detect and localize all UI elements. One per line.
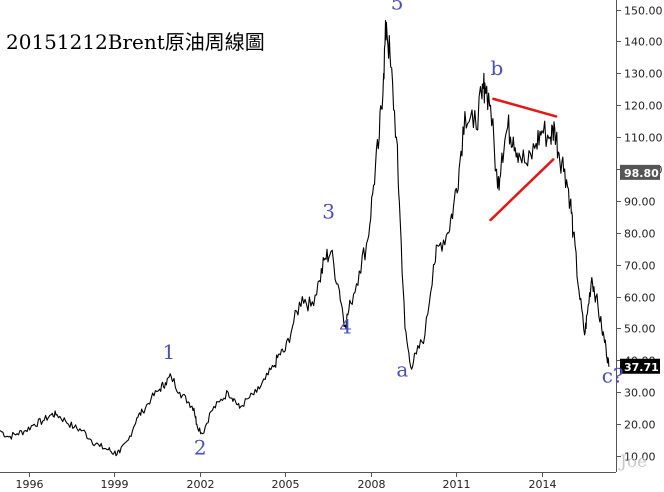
trend-line [489, 158, 555, 222]
wave-label: 5 [391, 0, 404, 15]
x-tick-label: 2014 [529, 478, 557, 491]
y-tick-label: 30.00 [624, 387, 656, 400]
y-tick-label: 140.00 [624, 36, 663, 49]
y-tick-label: 110.00 [624, 132, 663, 145]
x-tick-label: 2005 [272, 478, 300, 491]
y-tick-label: 10.00 [624, 451, 656, 464]
y-tick-label: 90.00 [624, 196, 656, 209]
x-tick-label: 2011 [443, 478, 471, 491]
last-value-box [620, 358, 660, 374]
wave-label: b [491, 56, 504, 80]
trend-line [492, 97, 558, 118]
y-tick-label: 20.00 [624, 419, 656, 432]
y-tick-label: 120.00 [624, 100, 663, 113]
y-tick-label: 70.00 [624, 260, 656, 273]
y-tick-label: 60.00 [624, 292, 656, 305]
highlight-value-box [620, 164, 660, 180]
wave-label: 4 [339, 314, 352, 338]
y-tick-label: 150.00 [624, 5, 663, 18]
highlight-value-label: 98.80 [624, 167, 659, 180]
wave-label: a [396, 357, 408, 381]
x-tick-label: 1999 [101, 478, 129, 491]
wave-label: 2 [194, 435, 207, 459]
y-tick-label: 130.00 [624, 68, 663, 81]
price-line [0, 20, 610, 457]
watermark: Joe [620, 452, 648, 472]
wave-label: 3 [322, 199, 335, 223]
chart-title: 20151212Brent原油周線圖 [6, 30, 265, 54]
x-tick-label: 1996 [16, 478, 44, 491]
x-tick-label: 2008 [358, 478, 386, 491]
last-value-label: 37.71 [624, 361, 659, 374]
wave-label: c? [602, 364, 624, 388]
wave-label: 1 [163, 340, 176, 364]
y-tick-label: 50.00 [624, 323, 656, 336]
y-tick-label: 80.00 [624, 228, 656, 241]
x-tick-label: 2002 [187, 478, 215, 491]
